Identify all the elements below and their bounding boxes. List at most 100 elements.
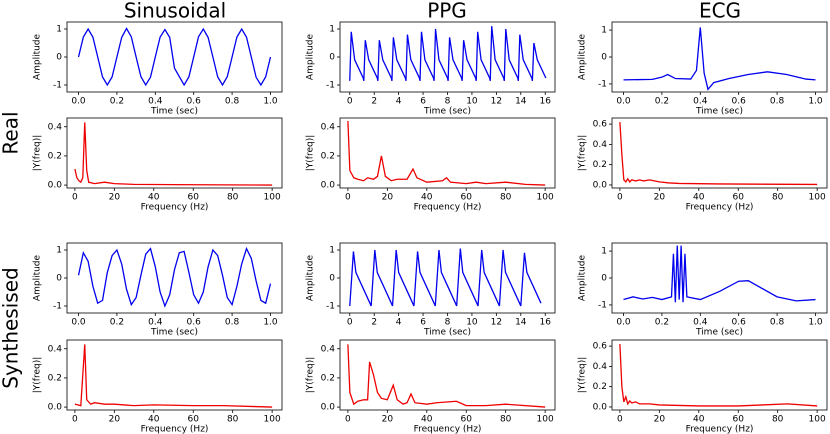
- axes-frame: [66, 117, 283, 189]
- plot-area: [74, 122, 273, 186]
- x-axis-label: Time (sec): [150, 107, 198, 117]
- x-tick-label: 14: [515, 97, 527, 107]
- column-title: Sinusoidal: [124, 0, 226, 23]
- x-tick-label: 8: [445, 318, 451, 328]
- data-line: [77, 27, 272, 87]
- data-line: [623, 245, 816, 303]
- x-tick-label: 0: [72, 415, 78, 425]
- subplot: 0.0 0.2 0.4 0.6 0.8 1.0 -1 0 1 Time (sec) Amplitud…: [33, 242, 283, 338]
- y-axis-label: Amplitude: [306, 33, 316, 80]
- x-axis-label: Frequency (Hz): [686, 425, 754, 434]
- y-tick-label: 0: [56, 53, 62, 63]
- y-axis-label: Amplitude: [578, 33, 588, 80]
- y-tick-label: 0.4: [593, 362, 608, 372]
- x-axis-label: Time (sec): [150, 328, 198, 338]
- y-tick-label: 1: [329, 246, 335, 256]
- x-tick-label: 16: [540, 97, 552, 107]
- x-axis-label: Frequency (Hz): [686, 203, 754, 213]
- x-tick-label: 0.6: [732, 97, 747, 107]
- x-axis-label: Frequency (Hz): [414, 425, 482, 434]
- x-tick-label: 0.6: [187, 318, 202, 328]
- x-tick-label: 100: [809, 193, 826, 203]
- x-tick-label: 20: [654, 193, 666, 203]
- x-tick-label: 40: [693, 415, 705, 425]
- data-line: [349, 248, 542, 307]
- subplot: 0.0 0.2 0.4 0.6 0.8 1.0 -1 0 1 Time (sec) Amplitud…: [578, 21, 828, 117]
- x-tick-label: 0: [345, 193, 351, 203]
- x-tick-label: 100: [264, 193, 281, 203]
- x-tick-label: 60: [188, 415, 200, 425]
- data-line: [347, 344, 546, 408]
- x-tick-label: 0.0: [71, 97, 86, 107]
- x-tick-label: 80: [500, 415, 512, 425]
- y-tick-label: 0.2: [48, 151, 62, 161]
- y-tick-label: 0.2: [48, 373, 62, 383]
- y-axis-label: |Y(freq)|: [306, 357, 316, 394]
- data-line: [619, 344, 818, 407]
- x-tick-label: 1.0: [808, 97, 823, 107]
- column-title: PPG: [427, 0, 467, 23]
- plot-area: [77, 27, 272, 87]
- x-tick-label: 0.0: [71, 318, 86, 328]
- x-tick-label: 100: [537, 193, 554, 203]
- y-tick-label: 0.6: [593, 342, 608, 352]
- data-line: [77, 246, 272, 308]
- x-axis-label: Frequency (Hz): [414, 203, 482, 213]
- y-tick-label: 0: [56, 274, 62, 284]
- x-tick-label: 0.8: [770, 318, 785, 328]
- y-tick-label: -1: [53, 81, 62, 91]
- x-tick-label: 20: [382, 415, 394, 425]
- subplot: 0 20 40 60 80 100 0.0 0.2 0.4 Frequency (Hz) |Y(fr…: [306, 117, 556, 213]
- x-tick-label: 80: [500, 193, 512, 203]
- y-axis-label: |Y(freq)|: [306, 135, 316, 172]
- x-tick-label: 2: [371, 97, 377, 107]
- y-tick-label: 0.4: [593, 140, 608, 150]
- plot-area: [77, 246, 272, 308]
- x-tick-label: 0.2: [655, 97, 669, 107]
- x-axis-label: Time (sec): [695, 328, 743, 338]
- y-axis-label: Amplitude: [306, 254, 316, 301]
- x-tick-label: 40: [421, 415, 433, 425]
- x-tick-label: 40: [693, 193, 705, 203]
- x-tick-label: 40: [148, 415, 160, 425]
- x-tick-label: 0.8: [225, 97, 240, 107]
- row-label: Real: [0, 111, 23, 154]
- plot-area: [619, 344, 818, 407]
- x-tick-label: 2: [371, 318, 377, 328]
- subplot: 0.0 0.2 0.4 0.6 0.8 1.0 -1 0 1 Time (sec) Amplitud…: [578, 242, 828, 338]
- x-tick-label: 0.4: [148, 97, 163, 107]
- x-tick-label: 8: [445, 97, 451, 107]
- x-tick-label: 4: [396, 97, 402, 107]
- axes-frame: [611, 242, 828, 314]
- y-tick-label: 0: [329, 274, 335, 284]
- y-tick-label: 0: [601, 274, 607, 284]
- y-tick-label: 0.0: [48, 181, 63, 191]
- x-tick-label: 0.2: [110, 318, 124, 328]
- x-tick-label: 0.0: [616, 97, 631, 107]
- data-line: [74, 122, 273, 186]
- x-tick-label: 1.0: [808, 318, 823, 328]
- x-tick-label: 100: [264, 415, 281, 425]
- x-tick-label: 0: [347, 318, 353, 328]
- x-axis-label: Time (sec): [423, 328, 471, 338]
- row-label: Synthesised: [0, 267, 23, 388]
- x-tick-label: 0.8: [770, 97, 785, 107]
- data-line: [619, 122, 818, 186]
- y-tick-label: 0.2: [593, 382, 607, 392]
- y-tick-label: -1: [326, 302, 335, 312]
- x-tick-label: 60: [461, 193, 473, 203]
- x-axis-label: Frequency (Hz): [141, 203, 209, 213]
- x-tick-label: 60: [733, 415, 745, 425]
- y-axis-label: |Y(freq)|: [33, 357, 43, 394]
- x-tick-label: 1.0: [263, 318, 278, 328]
- subplot: 0.0 0.2 0.4 0.6 0.8 1.0 -1 0 1 Time (sec) Amplitud…: [33, 21, 283, 117]
- x-tick-label: 10: [466, 318, 478, 328]
- y-tick-label: 1: [56, 25, 62, 35]
- y-tick-label: 0.2: [321, 151, 335, 161]
- x-tick-label: 20: [654, 415, 666, 425]
- y-tick-label: 0.4: [48, 122, 63, 132]
- plot-area: [347, 344, 546, 408]
- y-axis-label: |Y(freq)|: [33, 135, 43, 172]
- y-axis-label: Amplitude: [33, 33, 43, 80]
- y-tick-label: -1: [326, 81, 335, 91]
